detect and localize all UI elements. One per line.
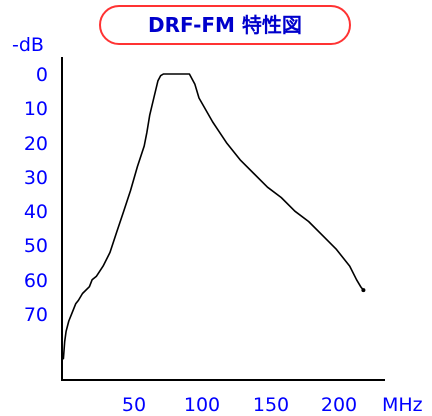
y-tick-label: 40: [24, 201, 48, 223]
y-tick-label: 20: [24, 133, 48, 155]
y-axis-label: -dB: [12, 34, 44, 56]
series-end-point: [361, 288, 366, 293]
x-tick-label: 150: [253, 394, 289, 416]
x-tick-label: 50: [122, 394, 146, 416]
x-tick-label: 100: [184, 394, 220, 416]
chart-title: DRF-FM 特性図: [148, 13, 302, 37]
y-tick-label: 10: [24, 98, 48, 120]
series-line: [62, 73, 365, 360]
x-tick-label: 200: [321, 394, 357, 416]
title-box: [99, 5, 351, 45]
y-tick-label: 60: [24, 270, 48, 292]
y-tick-label: 0: [36, 64, 48, 86]
y-tick-label: 50: [24, 235, 48, 257]
y-tick-label: 30: [24, 167, 48, 189]
y-tick-label: 70: [24, 304, 48, 326]
x-axis-label: MHz: [382, 394, 423, 416]
